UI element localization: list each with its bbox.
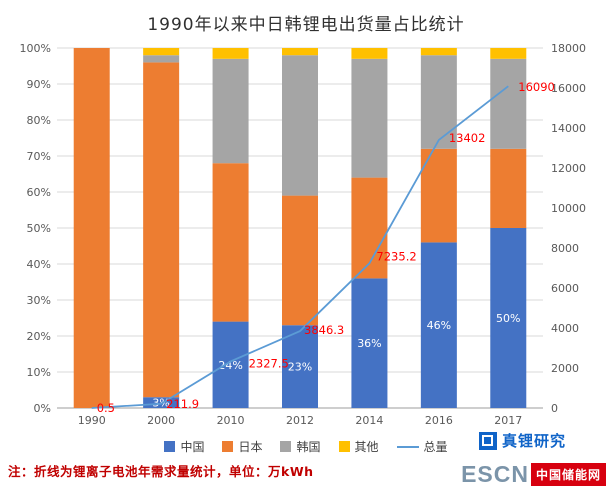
svg-text:2016: 2016 <box>425 414 453 427</box>
svg-text:0.5: 0.5 <box>97 401 115 415</box>
svg-text:8000: 8000 <box>551 242 579 255</box>
legend-item-line: 总量 <box>396 438 448 455</box>
svg-text:0: 0 <box>551 402 558 415</box>
svg-text:24%: 24% <box>218 359 242 372</box>
svg-text:7235.2: 7235.2 <box>376 249 416 263</box>
svg-text:20%: 20% <box>27 330 51 343</box>
svg-text:13402: 13402 <box>449 131 486 145</box>
legend-label: 日本 <box>238 440 263 454</box>
escn-logo: ESCN 中国储能网 <box>461 461 606 488</box>
svg-text:40%: 40% <box>27 258 51 271</box>
svg-text:46%: 46% <box>427 319 451 332</box>
svg-text:10000: 10000 <box>551 202 586 215</box>
zhenli-logo: 真锂研究 <box>478 430 566 451</box>
legend-line-sample <box>396 445 419 448</box>
svg-text:3846.3: 3846.3 <box>304 323 344 337</box>
chart-title: 1990年以来中日韩锂电出货量占比统计 <box>147 15 465 35</box>
svg-text:80%: 80% <box>27 114 51 127</box>
svg-text:6000: 6000 <box>551 282 579 295</box>
svg-text:50%: 50% <box>27 222 51 235</box>
legend-swatch <box>164 441 176 452</box>
legend-label: 其他 <box>354 440 379 454</box>
legend-item: 韩国 <box>280 438 321 455</box>
svg-text:4000: 4000 <box>551 322 579 335</box>
zhenli-logo-text: 真锂研究 <box>501 432 566 450</box>
svg-text:90%: 90% <box>27 78 51 91</box>
svg-text:2017: 2017 <box>494 414 522 427</box>
svg-text:2000: 2000 <box>551 362 579 375</box>
svg-text:2012: 2012 <box>286 414 314 427</box>
svg-text:18000: 18000 <box>551 42 586 55</box>
svg-text:0%: 0% <box>34 402 51 415</box>
svg-text:2010: 2010 <box>217 414 245 427</box>
svg-text:30%: 30% <box>27 294 51 307</box>
svg-text:2327.5: 2327.5 <box>249 356 289 370</box>
svg-text:16090: 16090 <box>518 80 555 94</box>
escn-logo-badge: 中国储能网 <box>530 463 606 486</box>
legend-item: 其他 <box>338 438 379 455</box>
zhenli-logo-icon <box>478 431 497 450</box>
legend-swatch <box>280 441 292 452</box>
svg-text:16000: 16000 <box>551 82 586 95</box>
legend-swatch <box>222 441 234 452</box>
svg-text:211.9: 211.9 <box>166 397 199 411</box>
svg-text:60%: 60% <box>27 186 51 199</box>
svg-text:12000: 12000 <box>551 162 586 175</box>
svg-text:10%: 10% <box>27 366 51 379</box>
legend-label: 韩国 <box>296 440 321 454</box>
svg-text:36%: 36% <box>357 337 381 350</box>
chart-canvas: 0% 10% 20% 30% 40% 50% 60% 70% 80% 90% 100% 0 2000 40… <box>20 42 586 427</box>
svg-text:2014: 2014 <box>355 414 383 427</box>
svg-text:100%: 100% <box>20 42 51 55</box>
escn-logo-abbr: ESCN <box>461 461 529 487</box>
footnote: 注：折线为锂离子电池年需求量统计，单位：万kWh <box>8 464 314 479</box>
svg-text:1990: 1990 <box>78 414 106 427</box>
chart-legend: 中国 日本 韩国 其他 总量 <box>0 438 612 455</box>
legend-item: 日本 <box>222 438 262 455</box>
svg-text:23%: 23% <box>288 361 312 374</box>
legend-item: 中国 <box>164 438 204 455</box>
svg-text:2000: 2000 <box>147 414 175 427</box>
legend-label: 总量 <box>423 440 448 454</box>
svg-text:14000: 14000 <box>551 122 586 135</box>
svg-text:70%: 70% <box>27 150 51 163</box>
legend-swatch <box>338 441 350 452</box>
legend-label: 中国 <box>180 440 205 454</box>
svg-text:50%: 50% <box>496 312 520 325</box>
